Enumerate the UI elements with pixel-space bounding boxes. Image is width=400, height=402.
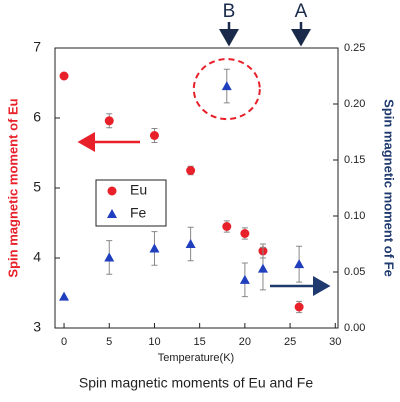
marker — [257, 263, 268, 273]
marker — [149, 243, 160, 253]
y-axis-label: Spin magnetic moment of Eu — [5, 98, 20, 277]
marker — [294, 259, 305, 269]
x-tick-label: 15 — [194, 336, 206, 348]
marker — [186, 166, 196, 175]
marker — [59, 71, 69, 81]
legend — [95, 179, 167, 227]
x-tick-label: 0 — [61, 336, 67, 348]
marker — [294, 302, 304, 312]
y2-axis-label: Spin magnetic moment of Fe — [382, 99, 397, 277]
y2-tick-label: 0.00 — [344, 322, 365, 334]
y-tick-label: 5 — [33, 179, 41, 195]
annotation: A — [295, 1, 308, 22]
caption: Spin magnetic moments of Eu and Fe — [79, 375, 313, 391]
x-tick-label: 5 — [106, 336, 112, 348]
marker — [59, 291, 70, 301]
x-tick-label: 30 — [329, 336, 341, 348]
highlight-circle — [192, 58, 261, 121]
legend-label: Eu — [130, 182, 147, 198]
marker — [104, 116, 114, 126]
marker — [222, 222, 232, 231]
y2-tick-label: 0.20 — [344, 98, 365, 110]
marker — [149, 131, 159, 140]
y2-tick-label: 0.10 — [344, 210, 365, 222]
legend-marker — [107, 186, 117, 196]
y2-tick-label: 0.15 — [344, 154, 365, 166]
y-tick-label: 6 — [33, 109, 41, 125]
x-tick-label: 25 — [284, 336, 296, 348]
y-tick-label: 3 — [33, 319, 41, 335]
marker — [239, 274, 250, 284]
annotation: B — [223, 1, 236, 22]
legend-label: Fe — [130, 205, 147, 221]
x-tick-label: 10 — [148, 336, 160, 348]
y-tick-label: 7 — [33, 39, 41, 55]
x-tick-label: 20 — [239, 336, 251, 348]
marker — [185, 239, 196, 248]
legend-marker — [107, 209, 117, 218]
marker — [104, 252, 115, 262]
x-axis-label: Temperature(K) — [158, 352, 234, 364]
marker — [221, 81, 232, 91]
y2-tick-label: 0.05 — [344, 266, 365, 278]
marker — [240, 229, 250, 238]
y-tick-label: 4 — [33, 249, 41, 265]
y2-tick-label: 0.25 — [344, 42, 365, 54]
